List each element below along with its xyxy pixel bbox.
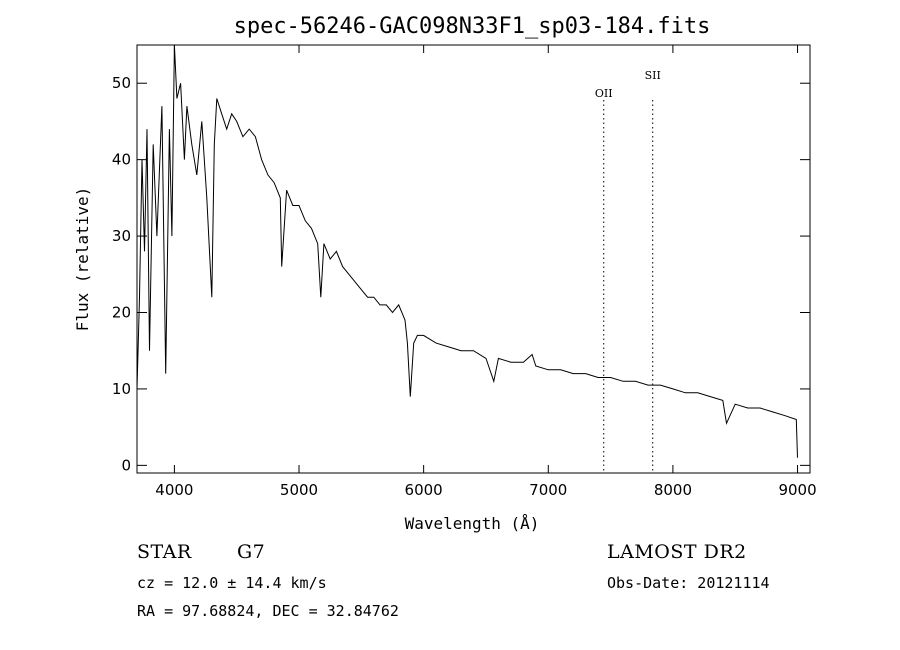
y-tick-label: 20: [112, 304, 131, 322]
y-tick-label: 30: [112, 227, 131, 245]
x-tick-label: 6000: [405, 481, 443, 499]
x-tick-label: 4000: [155, 481, 193, 499]
x-tick-label: 8000: [654, 481, 692, 499]
obs-date: Obs-Date: 20121114: [607, 574, 770, 592]
plot-frame: [136, 44, 811, 474]
chart-title: spec-56246-GAC098N33F1_sp03-184.fits: [234, 14, 711, 39]
y-tick-label: 40: [112, 151, 131, 169]
x-tick-label: 5000: [280, 481, 318, 499]
annotations: OII SII: [595, 69, 661, 473]
redshift-cz: cz = 12.0 ± 14.4 km/s: [137, 574, 327, 592]
spectrum-line: [136, 44, 798, 458]
coordinates: RA = 97.68824, DEC = 32.84762: [137, 602, 399, 620]
x-axis-title: Wavelength (Å): [405, 514, 540, 533]
y-axis-title: Flux (relative): [73, 187, 92, 332]
y-tick-label: 50: [112, 74, 131, 92]
object-type: STAR: [137, 541, 192, 563]
object-subclass: G7: [237, 541, 266, 563]
y-tick-label: 10: [112, 380, 131, 398]
line-marker-label: OII: [595, 87, 613, 100]
x-tick-label: 9000: [778, 481, 816, 499]
y-tick-label: 0: [121, 456, 131, 474]
x-tick-label: 7000: [529, 481, 567, 499]
survey-name: LAMOST DR2: [607, 541, 747, 563]
axis-ticks: 4000 5000 6000 7000 8000 9000 0 10 20 30 40 50: [112, 45, 817, 499]
line-marker-label: SII: [645, 69, 661, 82]
